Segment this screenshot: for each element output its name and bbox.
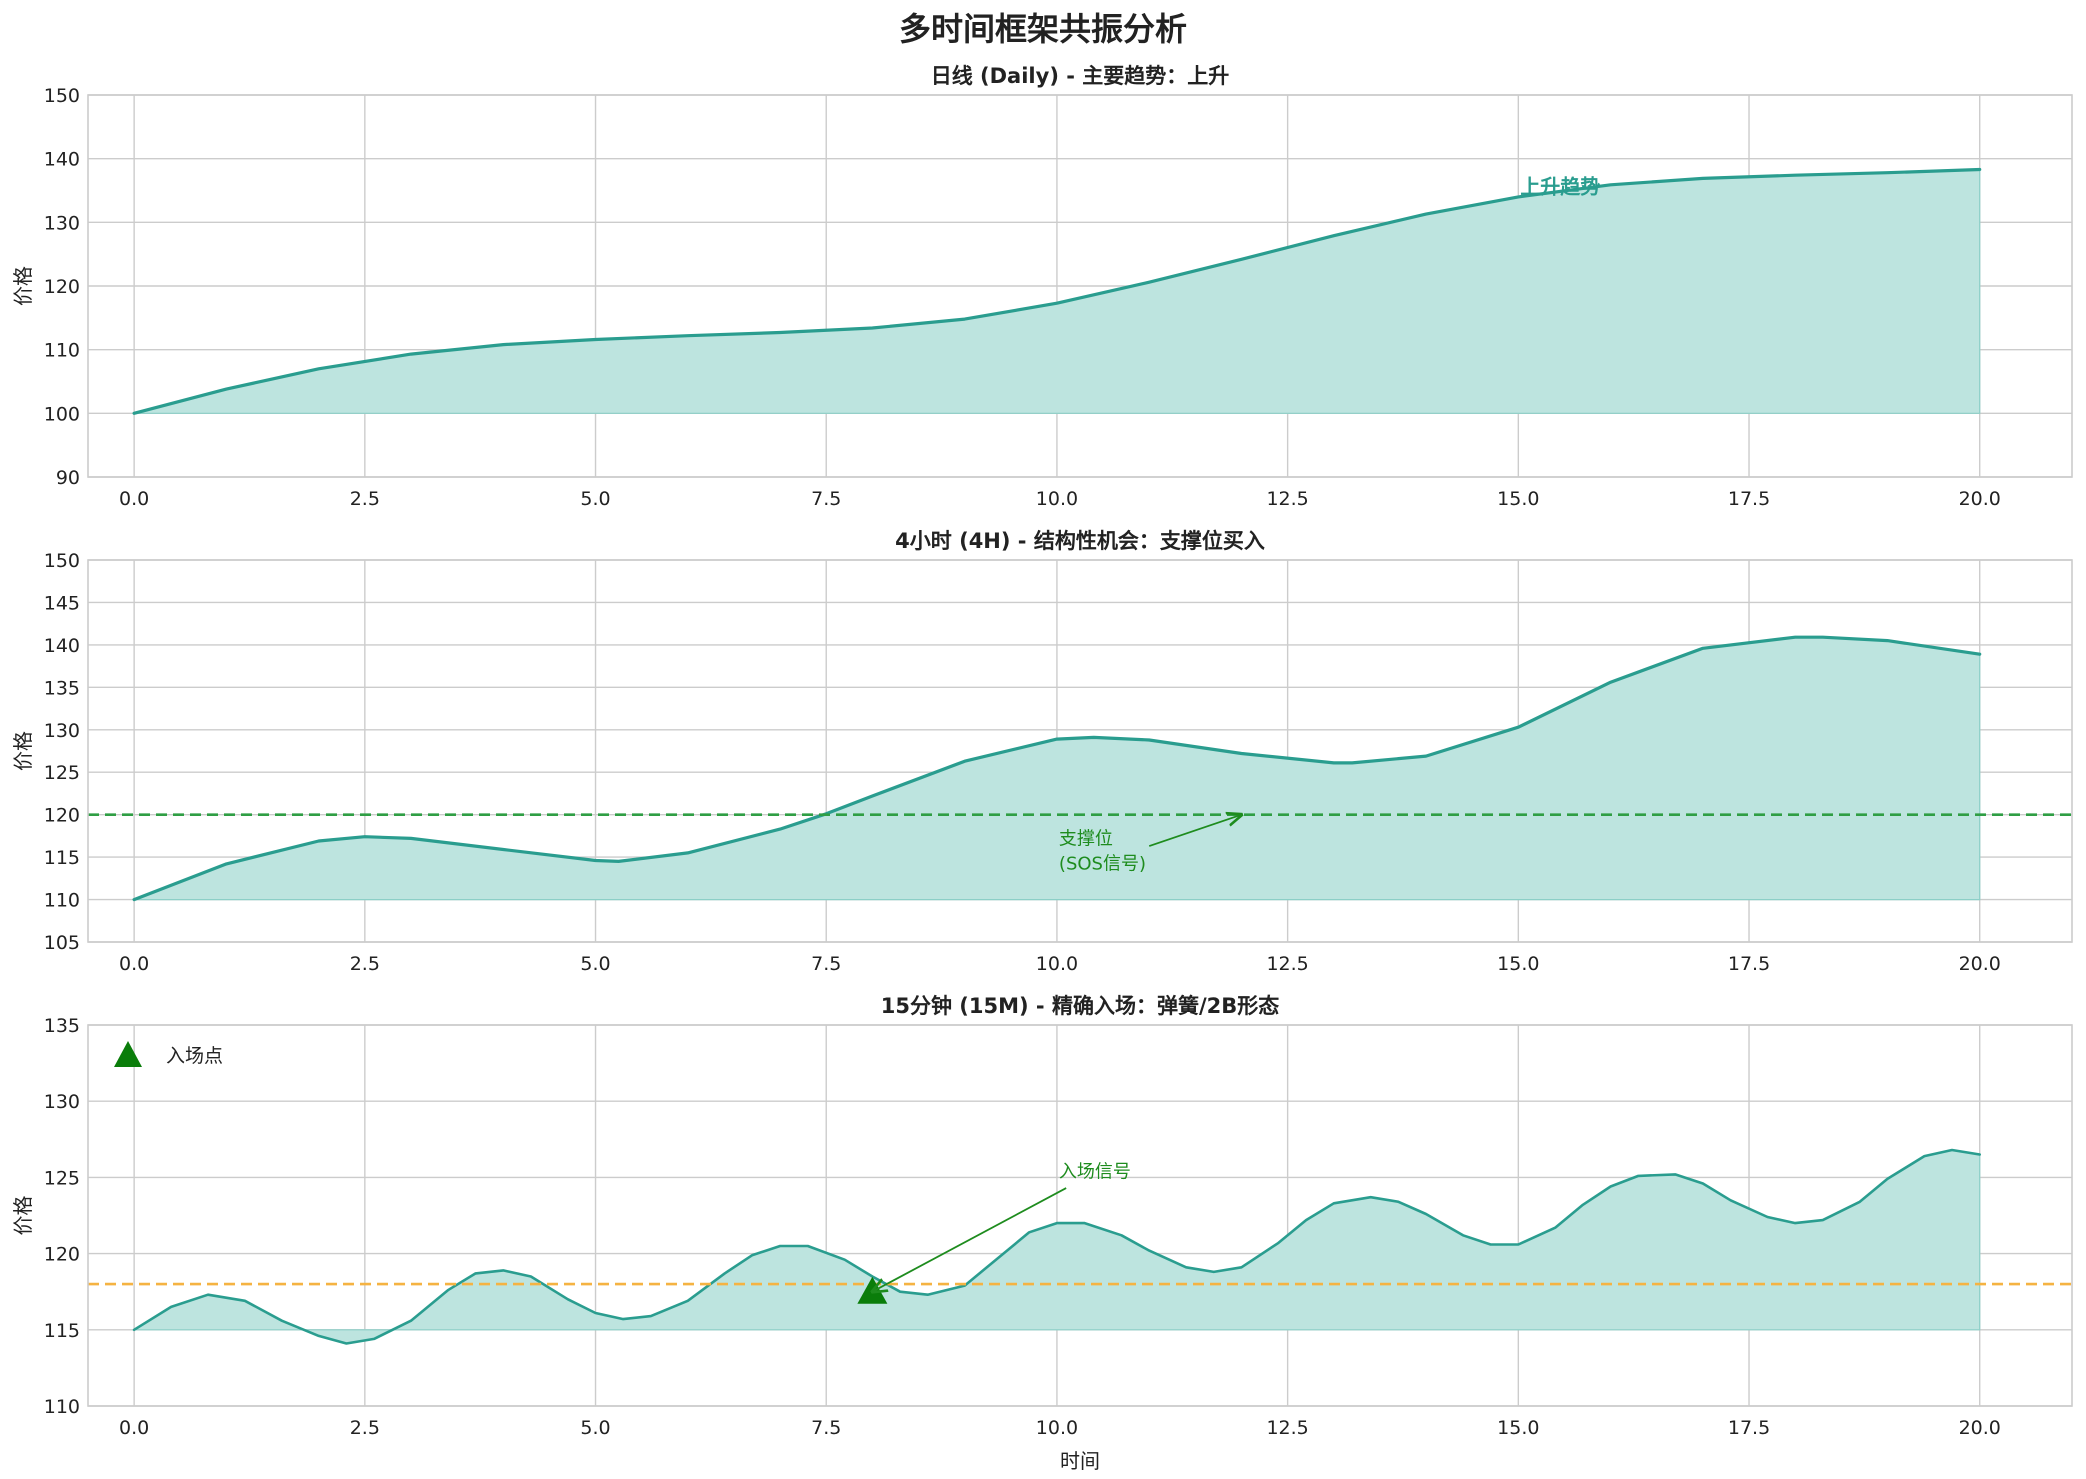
x-tick-label: 7.5 bbox=[811, 953, 841, 975]
x-tick-label: 20.0 bbox=[1959, 1417, 2001, 1439]
y-tick-label: 120 bbox=[44, 805, 80, 827]
y-tick-label: 145 bbox=[44, 592, 80, 614]
annotation-arrow bbox=[1148, 815, 1241, 847]
y-tick-label: 130 bbox=[44, 1091, 80, 1113]
y-tick-label: 140 bbox=[44, 149, 80, 171]
x-tick-label: 15.0 bbox=[1497, 953, 1539, 975]
x-tick-label: 2.5 bbox=[350, 488, 380, 510]
x-tick-label: 0.0 bbox=[119, 488, 149, 510]
x-tick-label: 12.5 bbox=[1266, 488, 1308, 510]
y-tick-label: 120 bbox=[44, 1244, 80, 1266]
x-tick-label: 5.0 bbox=[580, 488, 610, 510]
x-axis-label: 时间 bbox=[1060, 1449, 1100, 1473]
annotation-text: 支撑位 bbox=[1059, 828, 1113, 849]
y-axis-label: 价格 bbox=[11, 266, 35, 306]
panel-2: 0.0 2.5 5.0 7.5 10.0 12.5 15.0 17.5 20.0 105 110 11… bbox=[11, 529, 2073, 975]
y-tick-label: 115 bbox=[44, 847, 80, 869]
x-tick-label: 5.0 bbox=[580, 953, 610, 975]
x-tick-label: 10.0 bbox=[1036, 953, 1078, 975]
annotation-text: 入场信号 bbox=[1059, 1161, 1131, 1182]
y-axis-label: 价格 bbox=[11, 1196, 35, 1236]
y-tick-label: 140 bbox=[44, 635, 80, 657]
x-tick-label: 17.5 bbox=[1728, 1417, 1770, 1439]
figure-title: 多时间框架共振分析 bbox=[899, 10, 1187, 48]
x-tick-label: 15.0 bbox=[1497, 488, 1539, 510]
series-line bbox=[132, 1148, 1981, 1345]
subplot-title: 15分钟 (15M) - 精确入场：弹簧/2B形态 bbox=[881, 994, 1279, 1018]
plot-frame bbox=[87, 94, 2073, 478]
y-tick-label: 90 bbox=[56, 467, 80, 489]
y-tick-label: 110 bbox=[44, 1396, 80, 1418]
subplot-title: 4小时 (4H) - 结构性机会：支撑位买入 bbox=[895, 529, 1265, 553]
x-tick-label: 0.0 bbox=[119, 1417, 149, 1439]
y-axis-label: 价格 bbox=[11, 731, 35, 771]
x-tick-label: 17.5 bbox=[1728, 953, 1770, 975]
annotation-text: (SOS信号) bbox=[1059, 853, 1146, 874]
y-tick-label: 130 bbox=[44, 212, 80, 234]
x-tick-label: 10.0 bbox=[1036, 488, 1078, 510]
annotation-arrow bbox=[872, 1187, 1067, 1292]
x-tick-label: 7.5 bbox=[811, 488, 841, 510]
series-line bbox=[132, 167, 1982, 415]
x-tick-label: 12.5 bbox=[1266, 953, 1308, 975]
x-tick-label: 2.5 bbox=[350, 1417, 380, 1439]
y-tick-label: 110 bbox=[44, 340, 80, 362]
y-tick-label: 125 bbox=[44, 762, 80, 784]
plot-frame bbox=[87, 559, 2073, 943]
y-tick-label: 100 bbox=[44, 403, 80, 425]
y-tick-label: 110 bbox=[44, 890, 80, 912]
x-tick-label: 7.5 bbox=[811, 1417, 841, 1439]
y-tick-label: 125 bbox=[44, 1167, 80, 1189]
x-tick-label: 5.0 bbox=[580, 1417, 610, 1439]
y-tick-label: 120 bbox=[44, 276, 80, 298]
x-tick-label: 20.0 bbox=[1959, 953, 2001, 975]
y-tick-label: 130 bbox=[44, 720, 80, 742]
y-tick-label: 115 bbox=[44, 1320, 80, 1342]
x-tick-label: 17.5 bbox=[1728, 488, 1770, 510]
series-line bbox=[132, 635, 1982, 902]
legend-label: 入场点 bbox=[166, 1045, 223, 1067]
legend-marker bbox=[114, 1041, 142, 1067]
plot-frame bbox=[87, 1024, 2073, 1407]
y-tick-label: 135 bbox=[44, 1015, 80, 1037]
panel-1: 0.0 2.5 5.0 7.5 10.0 12.5 15.0 17.5 20.0 90 100 110… bbox=[11, 64, 2073, 510]
x-tick-label: 12.5 bbox=[1266, 1417, 1308, 1439]
x-tick-label: 15.0 bbox=[1497, 1417, 1539, 1439]
y-tick-label: 150 bbox=[44, 85, 80, 107]
x-tick-label: 10.0 bbox=[1036, 1417, 1078, 1439]
annotation-text: 上升趋势 bbox=[1520, 175, 1600, 199]
y-tick-label: 150 bbox=[44, 550, 80, 572]
y-tick-label: 135 bbox=[44, 677, 80, 699]
subplot-title: 日线 (Daily) - 主要趋势：上升 bbox=[931, 64, 1230, 88]
x-tick-label: 0.0 bbox=[119, 953, 149, 975]
panel-3: 0.0 2.5 5.0 7.5 10.0 12.5 15.0 17.5 20.0 110 115 12… bbox=[11, 994, 2073, 1473]
y-tick-label: 105 bbox=[44, 932, 80, 954]
x-tick-label: 20.0 bbox=[1959, 488, 2001, 510]
x-tick-label: 2.5 bbox=[350, 953, 380, 975]
